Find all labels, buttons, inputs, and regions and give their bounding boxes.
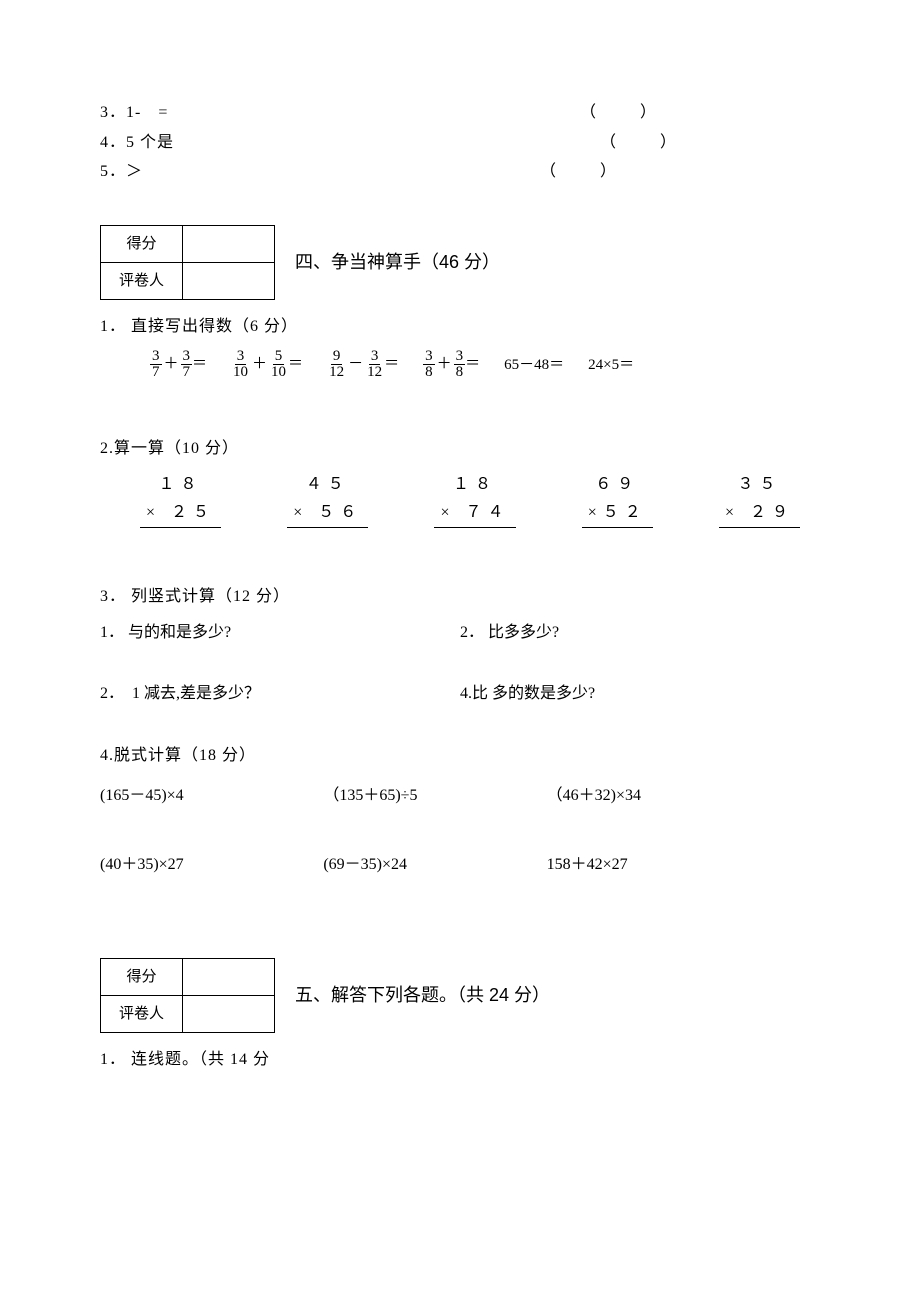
tf-text: ＞ [126,163,143,180]
vmult-item: １８× ２５ [140,472,221,528]
tf-item-3: 3．1- = （ ） [100,100,660,126]
q2-label: 2.算一算（10 分） [100,436,820,462]
tf-text: 5 个是 [126,134,174,151]
vmult-item: １８× ７４ [434,472,515,528]
eq-expr: （135＋65)÷5 [323,783,546,809]
tf-num: 3． [100,104,126,121]
table-row: 评卷人 [101,995,275,1032]
frac-expr: 912－312＝ [327,349,399,380]
q3-label: 3． 列竖式计算（12 分） [100,584,820,610]
q3-sub: 1． 与的和是多少? [100,620,460,646]
q3-row1: 1． 与的和是多少? 2． 比多多少? [100,620,820,646]
eq-expr: (40＋35)×27 [100,852,323,878]
truefalse-block: 3．1- = （ ） 4．5 个是 （ ） 5．＞ （ ） [100,100,820,185]
table-row: 得分 [101,958,275,995]
tf-item-5: 5．＞ （ ） [100,159,620,185]
score-table: 得分 评卷人 [100,225,275,300]
q2-mults: １８× ２５ ４５× ５６ １８× ７４ ６９×５２ ３５× ２９ [140,472,800,528]
q4-label: 4.脱式计算（18 分） [100,743,820,769]
table-row: 得分 [101,225,275,262]
q4-row2: (40＋35)×27 (69－35)×24 158＋42×27 [100,852,770,878]
plain-expr: 24×5＝ [588,353,634,377]
tf-text: 1- = [126,104,168,121]
exam-page: 3．1- = （ ） 4．5 个是 （ ） 5．＞ （ ） 得分 评卷人 四、争… [0,0,920,1302]
q3-row2: 2． 1 减去,差是多少？ 4.比 多的数是多少? [100,681,820,707]
q1-label: 1． 直接写出得数（6 分） [100,314,820,340]
frac-expr: 38＋38＝ [423,349,480,380]
frac-expr: 37＋37＝ [150,349,207,380]
q4-row1: (165－45)×4 （135＋65)÷5 （46＋32)×34 [100,783,770,809]
tf-num: 4． [100,134,126,151]
section4-title: 四、争当神算手（46 分） [295,248,500,277]
score-label: 得分 [101,225,183,262]
tf-paren: （ ） [540,159,620,185]
score-value [183,958,275,995]
section5-header: 得分 评卷人 五、解答下列各题。（共 24 分） [100,958,820,1033]
section4-header: 得分 评卷人 四、争当神算手（46 分） [100,225,820,300]
tf-paren: （ ） [600,130,680,156]
section5-q1: 1． 连线题。（共 14 分 [100,1047,820,1073]
table-row: 评卷人 [101,262,275,299]
vmult-item: ３５× ２９ [719,472,800,528]
vmult-item: ６９×５２ [582,472,653,528]
tf-paren: （ ） [580,100,660,126]
score-table: 得分 评卷人 [100,958,275,1033]
section5-title: 五、解答下列各题。（共 24 分） [295,981,550,1010]
tf-num: 5． [100,163,126,180]
grader-label: 评卷人 [101,995,183,1032]
eq-expr: (165－45)×4 [100,783,323,809]
tf-item-4: 4．5 个是 （ ） [100,130,680,156]
vmult-item: ４５× ５６ [287,472,368,528]
grader-value [183,995,275,1032]
q3-sub: 4.比 多的数是多少? [460,681,820,707]
grader-label: 评卷人 [101,262,183,299]
eq-expr: 158＋42×27 [547,852,770,878]
q3-sub: 2． 1 减去,差是多少？ [100,681,460,707]
score-value [183,225,275,262]
plain-expr: 65－48＝ [504,353,564,377]
frac-expr: 310＋510＝ [231,349,303,380]
score-label: 得分 [101,958,183,995]
eq-expr: （46＋32)×34 [547,783,770,809]
grader-value [183,262,275,299]
q3-sub: 2． 比多多少? [460,620,820,646]
eq-expr: (69－35)×24 [323,852,546,878]
q1-fractions: 37＋37＝ 310＋510＝ 912－312＝ 38＋38＝ 65－48＝ 2… [150,349,820,380]
